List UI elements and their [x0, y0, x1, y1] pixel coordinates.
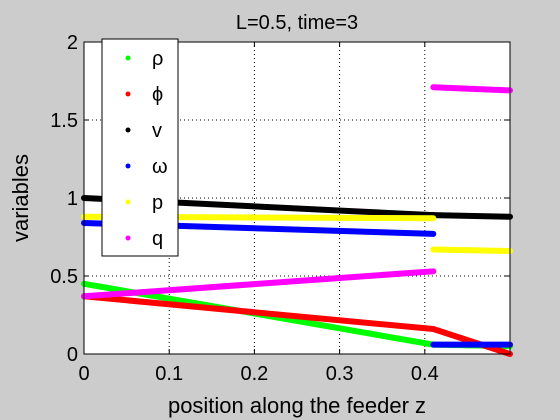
legend-label: q: [152, 228, 163, 250]
legend-label: v: [152, 120, 162, 142]
x-tick-label: 0.4: [411, 363, 439, 385]
legend-marker: [125, 163, 131, 169]
legend-box: [101, 38, 179, 257]
axis-ticks: 0 0.1 0.2 0.3 0.4 0 0.5 1 1.5 2: [50, 32, 510, 385]
x-tick-label: 0.1: [155, 363, 183, 385]
x-axis-label: position along the feeder z: [168, 393, 426, 418]
y-tick-label: 0.5: [50, 266, 78, 288]
legend-label: ρ: [152, 48, 163, 70]
series-segment: [430, 84, 513, 94]
series-segment: [81, 268, 437, 300]
legend-label: ω: [152, 156, 168, 178]
y-tick-label: 0: [67, 344, 78, 366]
legend-marker: [125, 199, 131, 205]
series-segment: [430, 212, 513, 220]
y-tick-label: 1: [67, 188, 78, 210]
chart-title: L=0.5, time=3: [236, 12, 358, 34]
legend-marker: [125, 235, 131, 241]
x-tick-label: 0.2: [240, 363, 268, 385]
x-tick-label: 0: [78, 363, 89, 385]
series-segment: [430, 326, 513, 357]
legend-marker: [125, 55, 131, 61]
legend-label: ϕ: [152, 84, 163, 106]
legend-label: p: [152, 192, 163, 214]
series-segment: [81, 293, 437, 333]
y-tick-label: 2: [67, 32, 78, 54]
y-tick-label: 1.5: [50, 110, 78, 132]
y-axis-label: variables: [8, 154, 33, 242]
series-segment: [430, 246, 513, 255]
plot-series: [81, 84, 513, 357]
legend-marker: [125, 127, 131, 133]
x-tick-label: 0.3: [326, 363, 354, 385]
legend-marker: [125, 91, 131, 97]
